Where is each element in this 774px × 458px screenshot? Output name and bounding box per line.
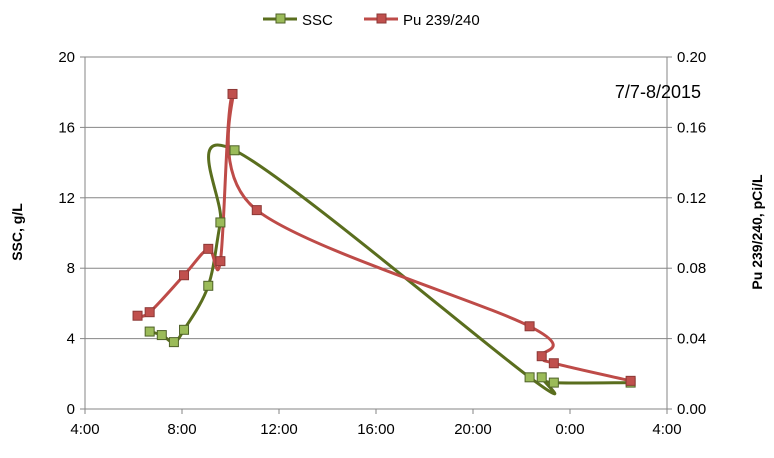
ssc-point bbox=[203, 280, 214, 291]
grid bbox=[85, 56, 667, 340]
y2-tick-label: 0.08 bbox=[677, 260, 706, 277]
x-tick-label: 20:00 bbox=[454, 421, 492, 438]
y-tick-label: 16 bbox=[58, 119, 75, 136]
x-tick-label: 8:00 bbox=[167, 421, 196, 438]
ssc-point bbox=[215, 217, 226, 228]
ssc-point bbox=[548, 377, 559, 388]
pu-point bbox=[251, 205, 262, 216]
legend-pu-label: Pu 239/240 bbox=[403, 12, 480, 29]
y-tick-label: 12 bbox=[58, 190, 75, 207]
y-tick-label: 0 bbox=[67, 401, 75, 418]
pu-point bbox=[548, 358, 559, 369]
legend-pu-marker bbox=[376, 13, 387, 24]
y-tick-label: 8 bbox=[67, 260, 75, 277]
ssc-point bbox=[179, 324, 190, 335]
pu-point bbox=[524, 321, 535, 332]
chart-annotation: 7/7-8/2015 bbox=[615, 82, 701, 102]
y2-tick-label: 0.12 bbox=[677, 190, 706, 207]
y2-tick-label: 0.20 bbox=[677, 49, 706, 66]
pu-point bbox=[215, 256, 226, 267]
y-tick-label: 4 bbox=[67, 331, 75, 348]
pu-point bbox=[179, 270, 190, 281]
ssc-point bbox=[229, 145, 240, 156]
legend-ssc-label: SSC bbox=[302, 12, 333, 29]
pu-line bbox=[137, 92, 631, 383]
pu-point bbox=[144, 307, 155, 318]
legend: SSC Pu 239/240 bbox=[263, 12, 480, 29]
pu-point bbox=[625, 375, 636, 386]
ssc-point bbox=[168, 337, 179, 348]
pu-point bbox=[132, 310, 143, 321]
series bbox=[132, 88, 636, 396]
pu-point bbox=[203, 243, 214, 254]
legend-ssc-marker bbox=[275, 13, 286, 24]
ssc-point bbox=[156, 330, 167, 341]
y2-tick-label: 0.16 bbox=[677, 119, 706, 136]
y2-tick-label: 0.04 bbox=[677, 331, 706, 348]
pu-point bbox=[536, 351, 547, 362]
pu-point bbox=[227, 88, 238, 99]
y-tick-label: 20 bbox=[58, 49, 75, 66]
y2-axis-label: Pu 239/240, pCi/L bbox=[749, 174, 765, 290]
ssc-point bbox=[536, 372, 547, 383]
y-axis-label: SSC, g/L bbox=[9, 203, 25, 261]
ssc-point bbox=[144, 326, 155, 337]
x-tick-label: 12:00 bbox=[260, 421, 298, 438]
x-tick-label: 0:00 bbox=[555, 421, 584, 438]
ssc-point bbox=[524, 372, 535, 383]
x-tick-label: 4:00 bbox=[70, 421, 99, 438]
axes: 0 0.00 4 0.04 8 0.08 12 0.12 16 0.16 20 0.20 4:00 8:0… bbox=[58, 49, 706, 438]
x-tick-label: 4:00 bbox=[652, 421, 681, 438]
x-tick-label: 16:00 bbox=[357, 421, 395, 438]
ssc-line bbox=[149, 143, 631, 396]
y2-tick-label: 0.00 bbox=[677, 401, 706, 418]
